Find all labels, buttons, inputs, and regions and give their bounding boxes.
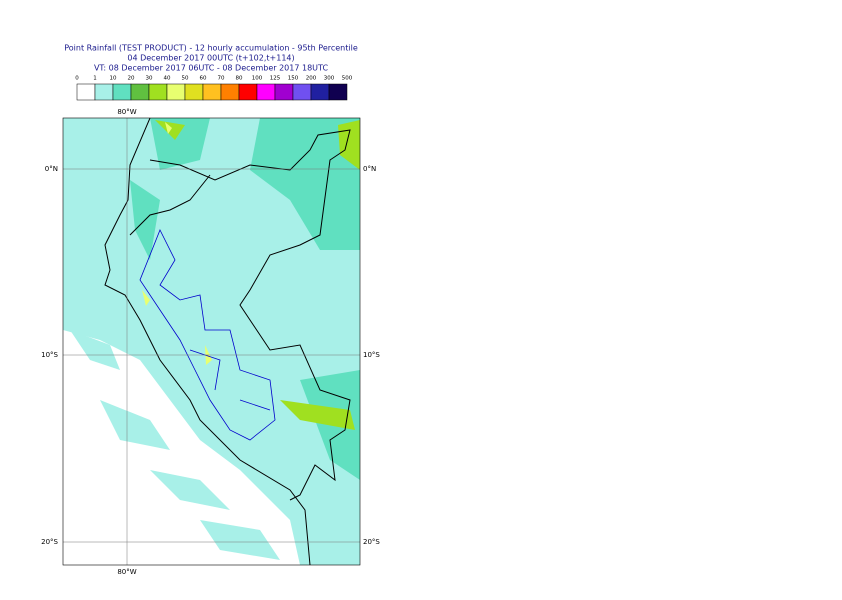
legend-swatch — [94, 83, 114, 101]
legend-label: 60 — [200, 76, 207, 82]
legend-label: 500 — [342, 76, 353, 82]
legend-swatch — [274, 83, 294, 101]
legend-label: 200 — [306, 76, 317, 82]
legend-swatch — [130, 83, 150, 101]
legend-swatch — [328, 83, 348, 101]
lat-label: 0°N — [363, 165, 376, 173]
subtitle: 04 December 2017 00UTC (t+102,t+114) — [127, 54, 294, 63]
legend-swatch — [292, 83, 312, 101]
lon-label: 80°W — [117, 108, 136, 116]
legend-swatch — [112, 83, 132, 101]
legend-label: 100 — [252, 76, 263, 82]
legend-label: 20 — [128, 76, 135, 82]
border — [129, 129, 351, 501]
legend-swatch — [202, 83, 222, 101]
map — [63, 118, 360, 565]
legend-label: 150 — [288, 76, 299, 82]
rain-area — [130, 118, 360, 480]
legend-swatch — [76, 83, 96, 101]
legend-label: 300 — [324, 76, 335, 82]
legend-swatch — [184, 83, 204, 101]
legend-swatch — [238, 83, 258, 101]
legend-label: 125 — [270, 76, 281, 82]
legend-label: 30 — [146, 76, 153, 82]
ocean-rain — [70, 330, 280, 560]
coastline — [104, 118, 311, 565]
ocean — [63, 330, 300, 565]
lat-label: 10°S — [363, 351, 380, 359]
legend: 0 1 10 20 30 40 50 60 70 80 100 125 150 200 300 500 — [75, 76, 353, 101]
legend-swatch — [220, 83, 240, 101]
lat-label: 20°S — [41, 538, 58, 546]
legend-label: 10 — [110, 76, 117, 82]
legend-label: 50 — [182, 76, 189, 82]
rain-area — [250, 118, 360, 250]
regions — [139, 229, 276, 441]
legend-swatch — [166, 83, 186, 101]
legend-label: 40 — [164, 76, 171, 82]
legend-swatch — [148, 83, 168, 101]
legend-label: 1 — [93, 76, 97, 82]
legend-swatch — [256, 83, 276, 101]
graticule — [63, 118, 360, 565]
lat-label: 0°N — [45, 165, 58, 173]
map-frame — [62, 117, 361, 566]
subtitle: VT: 08 December 2017 06UTC - 08 December… — [94, 64, 328, 73]
legend-label: 80 — [236, 76, 243, 82]
legend-label: 0 — [75, 76, 79, 82]
lat-label: 10°S — [41, 351, 58, 359]
lat-label: 20°S — [363, 538, 380, 546]
lon-label: 80°W — [117, 568, 136, 576]
title: Point Rainfall (TEST PRODUCT) - 12 hourl… — [64, 44, 358, 53]
legend-swatch — [310, 83, 330, 101]
legend-label: 70 — [218, 76, 225, 82]
